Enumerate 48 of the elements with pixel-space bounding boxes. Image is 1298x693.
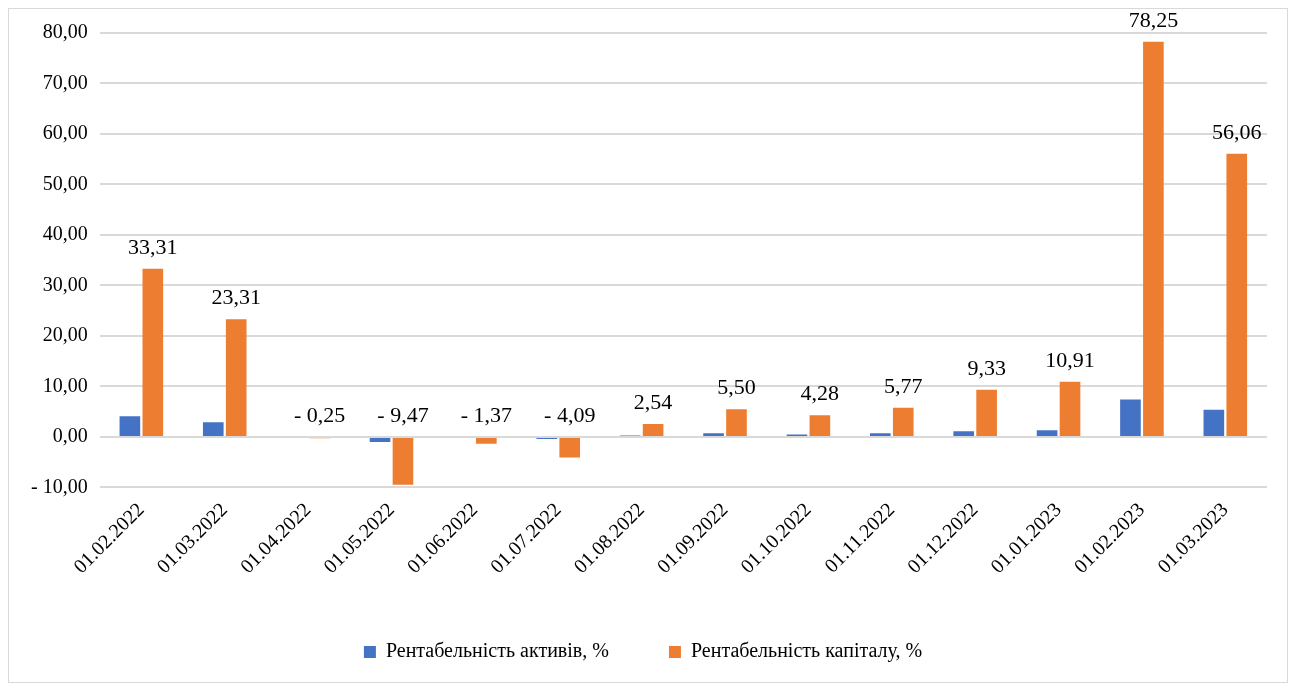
- bar: [559, 437, 581, 458]
- y-tick-label: 10,00: [42, 373, 88, 396]
- data-label: 56,06: [1212, 118, 1262, 144]
- bar: [953, 431, 975, 436]
- y-tick-label: 80,00: [42, 20, 88, 43]
- data-label: - 1,37: [460, 401, 513, 427]
- bar: [1036, 430, 1058, 436]
- y-tick-label: 20,00: [42, 323, 88, 346]
- bar: [119, 416, 141, 436]
- bar: [202, 422, 224, 436]
- bar: [392, 437, 414, 485]
- y-tick-label: - 10,00: [30, 474, 88, 497]
- data-label: 2,54: [633, 388, 673, 414]
- data-label: 5,77: [884, 372, 923, 398]
- bar: [142, 268, 164, 436]
- data-label: 33,31: [128, 233, 178, 259]
- y-tick-label: 60,00: [42, 121, 88, 144]
- bar: [1143, 41, 1164, 436]
- data-label: - 4,09: [544, 401, 596, 427]
- bar: [703, 433, 724, 436]
- bar: [642, 424, 664, 436]
- data-label: 9,33: [967, 354, 1006, 380]
- data-label: 23,31: [211, 284, 261, 309]
- y-tick-label: 0,00: [52, 424, 88, 447]
- bar: [870, 433, 891, 436]
- bar: [1059, 381, 1081, 436]
- bar: [225, 319, 247, 436]
- y-tick-label: 30,00: [42, 272, 88, 295]
- bar: [726, 409, 747, 436]
- data-label: 4,28: [800, 380, 840, 406]
- data-label: 10,91: [1045, 346, 1095, 372]
- bar: [1226, 153, 1248, 436]
- y-tick-label: 70,00: [42, 70, 88, 93]
- data-label: 5,50: [717, 373, 756, 399]
- bar: [1120, 399, 1141, 436]
- legend-label: Рентабельність активів, %: [385, 639, 609, 662]
- data-label: - 0,25: [293, 401, 346, 427]
- data-label: 78,25: [1128, 6, 1179, 32]
- bar: [1203, 409, 1225, 436]
- bar: [809, 415, 831, 436]
- bar: [976, 389, 997, 436]
- y-tick-label: 40,00: [42, 222, 88, 245]
- bar: [892, 407, 914, 436]
- data-label: - 9,47: [377, 401, 429, 427]
- bar: [476, 437, 497, 444]
- legend-label: Рентабельність капіталу, %: [690, 639, 923, 663]
- y-tick-label: 50,00: [42, 171, 88, 194]
- bar: [369, 437, 391, 442]
